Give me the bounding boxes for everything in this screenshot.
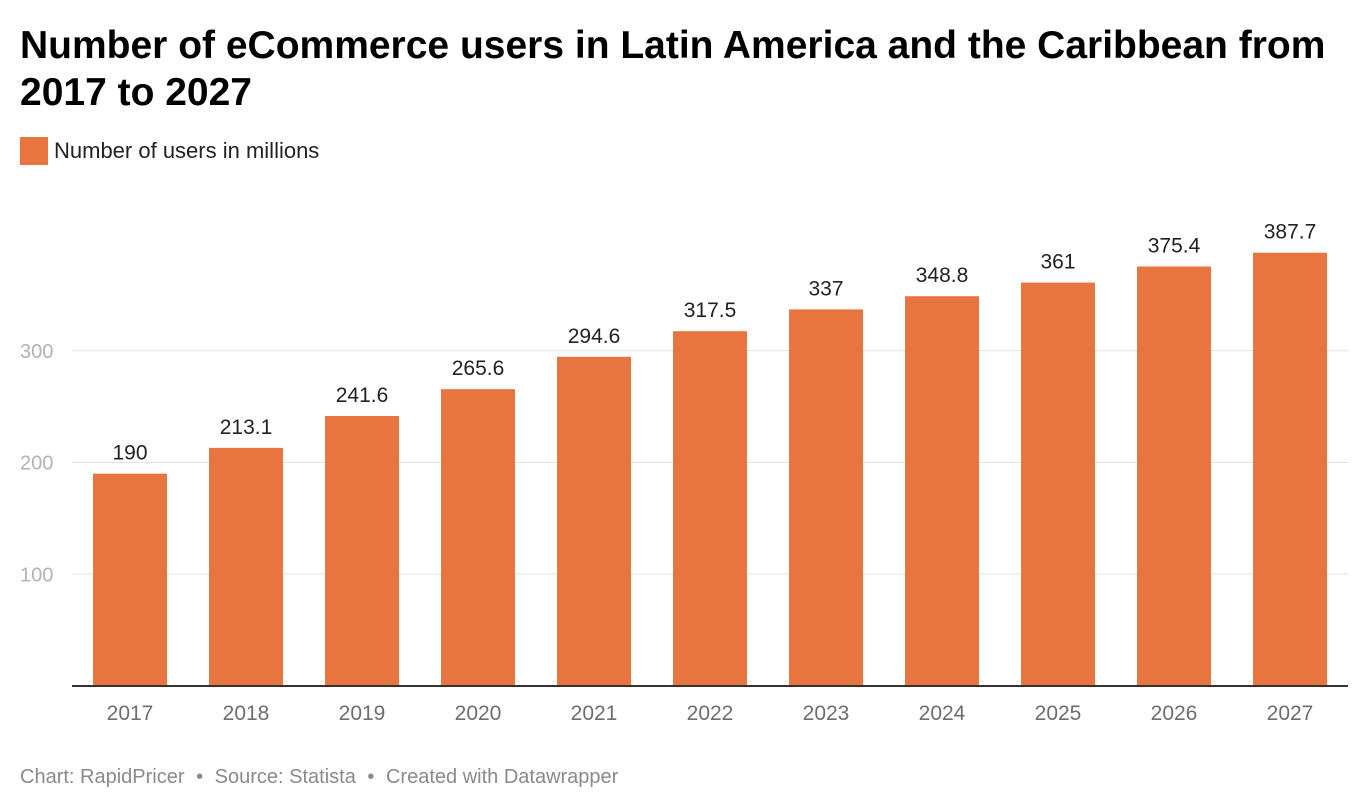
y-tick-label: 300: [20, 341, 53, 363]
legend-swatch: [20, 137, 48, 165]
bar-2022: [673, 331, 747, 686]
value-label: 375.4: [1148, 234, 1201, 257]
bar-2021: [557, 356, 631, 686]
y-tick-label: 200: [20, 453, 53, 475]
value-label: 294.6: [568, 325, 621, 348]
bar-2023: [789, 309, 863, 686]
value-label: 265.6: [452, 357, 505, 380]
bar-2026: [1137, 266, 1211, 686]
footer-source: Source: Statista: [214, 766, 356, 788]
bar-2024: [905, 296, 979, 686]
x-tick-label: 2024: [919, 702, 966, 725]
footer-credit: Chart: RapidPricer: [20, 766, 185, 788]
x-tick-label: 2021: [571, 702, 618, 725]
bar-2025: [1021, 282, 1095, 686]
footer-separator: •: [367, 766, 375, 788]
value-label: 241.6: [336, 384, 389, 407]
x-tick-label: 2022: [687, 702, 734, 725]
bar-2019: [325, 416, 399, 686]
bar-2018: [209, 447, 283, 686]
value-label: 387.7: [1264, 221, 1317, 244]
footer-created-with: Created with Datawrapper: [385, 766, 619, 788]
x-tick-label: 2027: [1267, 702, 1314, 725]
chart-footer: Chart: RapidPricer • Source: Statista • …: [20, 766, 618, 789]
bar-chart: 100 200 300 190 2017 213.1 2018 241.6 2019 265.6 2…: [20, 221, 1348, 725]
value-label: 337: [808, 277, 843, 300]
bar-2017: [93, 473, 167, 686]
bar-2027: [1253, 252, 1327, 687]
chart-title: Number of eCommerce users in Latin Ameri…: [20, 24, 1326, 114]
value-label: 190: [112, 442, 147, 465]
x-tick-label: 2026: [1151, 702, 1198, 725]
value-label: 317.5: [684, 299, 737, 322]
footer-separator: •: [196, 766, 204, 788]
bar-2020: [441, 389, 515, 686]
x-tick-label: 2018: [223, 702, 270, 725]
y-tick-label: 100: [20, 564, 53, 586]
x-tick-label: 2019: [339, 702, 386, 725]
value-label: 348.8: [916, 264, 969, 287]
legend: Number of users in millions: [20, 136, 1348, 166]
x-tick-label: 2017: [107, 702, 154, 725]
x-tick-label: 2020: [455, 702, 502, 725]
legend-label: Number of users in millions: [54, 138, 320, 163]
x-tick-label: 2025: [1035, 702, 1082, 725]
value-label: 213.1: [220, 416, 273, 439]
x-tick-label: 2023: [803, 702, 850, 725]
value-label: 361: [1040, 251, 1075, 274]
